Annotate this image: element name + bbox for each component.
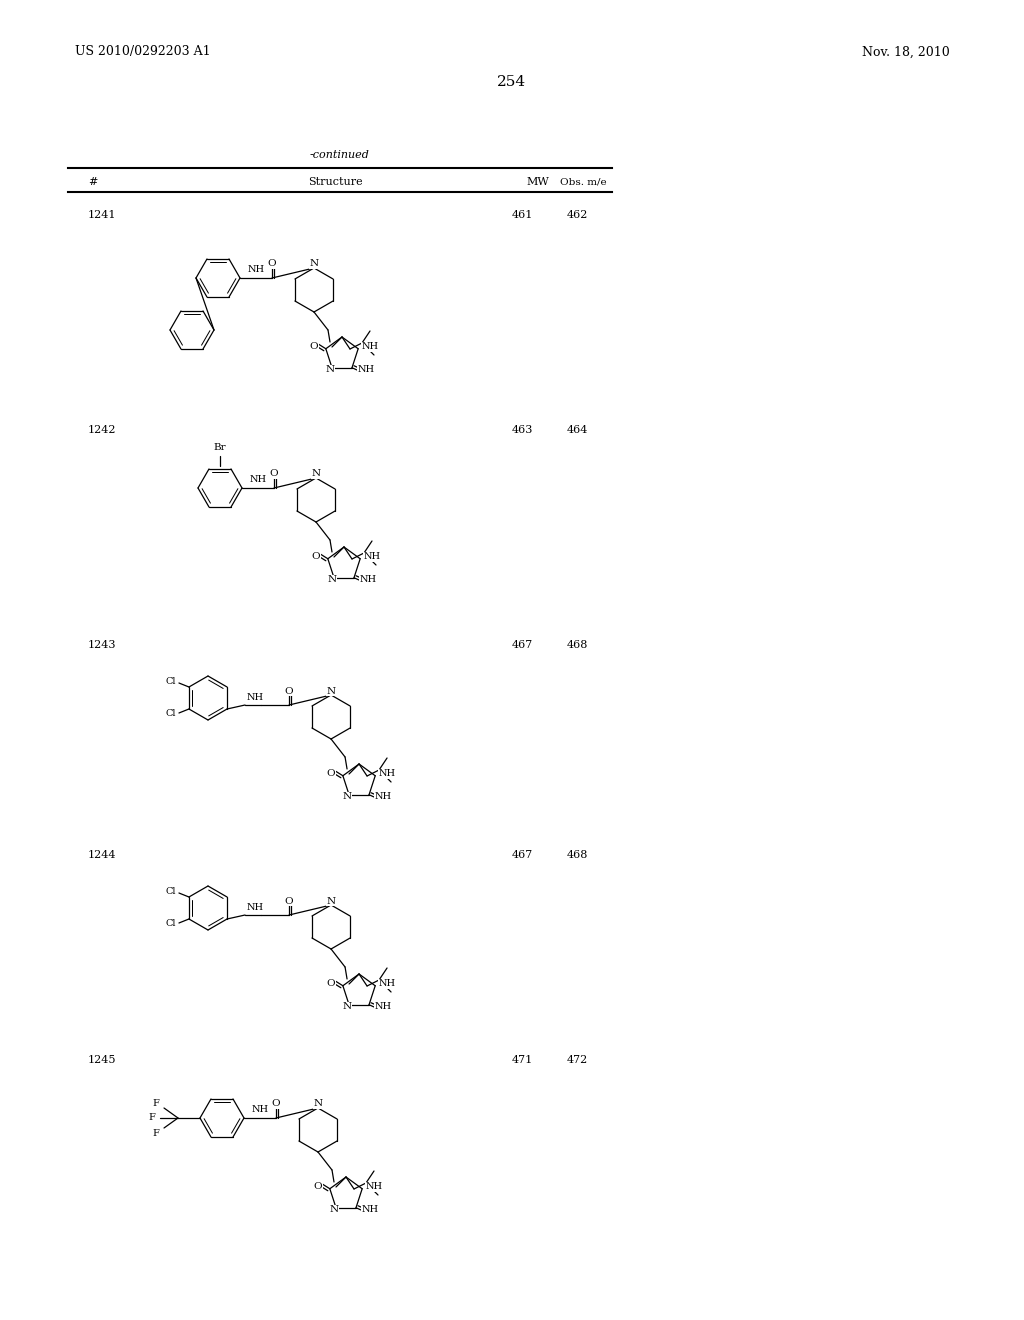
Text: NH: NH [375, 1002, 391, 1011]
Text: 1242: 1242 [88, 425, 117, 436]
Text: N: N [326, 366, 335, 375]
Text: Br: Br [214, 444, 226, 453]
Text: -continued: -continued [310, 150, 370, 160]
Text: N: N [311, 470, 321, 479]
Text: NH: NH [248, 265, 264, 275]
Text: O: O [267, 260, 276, 268]
Text: 468: 468 [566, 850, 588, 861]
Text: 1244: 1244 [88, 850, 117, 861]
Text: NH: NH [366, 1183, 383, 1191]
Text: F: F [153, 1129, 160, 1138]
Text: Cl: Cl [166, 887, 176, 896]
Text: NH: NH [375, 792, 391, 801]
Text: O: O [313, 1183, 323, 1191]
Text: 463: 463 [512, 425, 534, 436]
Text: O: O [271, 1100, 281, 1109]
Text: Structure: Structure [307, 177, 362, 187]
Text: 462: 462 [566, 210, 588, 220]
Text: F: F [153, 1098, 160, 1107]
Text: N: N [327, 896, 336, 906]
Text: O: O [327, 979, 335, 989]
Text: NH: NH [250, 475, 266, 484]
Text: NH: NH [361, 1205, 379, 1214]
Text: N: N [330, 1205, 339, 1214]
Text: NH: NH [379, 979, 396, 989]
Text: 471: 471 [512, 1055, 534, 1065]
Text: NH: NH [359, 576, 377, 585]
Text: #: # [88, 177, 97, 187]
Text: NH: NH [247, 693, 263, 701]
Text: 1241: 1241 [88, 210, 117, 220]
Text: O: O [269, 470, 279, 479]
Text: N: N [328, 576, 337, 585]
Text: US 2010/0292203 A1: US 2010/0292203 A1 [75, 45, 211, 58]
Text: O: O [285, 896, 293, 906]
Text: N: N [313, 1100, 323, 1109]
Text: MW: MW [526, 177, 549, 187]
Text: NH: NH [252, 1106, 268, 1114]
Text: 461: 461 [512, 210, 534, 220]
Text: 254: 254 [498, 75, 526, 88]
Text: Obs. m/e: Obs. m/e [560, 177, 606, 186]
Text: N: N [309, 260, 318, 268]
Text: 1245: 1245 [88, 1055, 117, 1065]
Text: O: O [311, 552, 321, 561]
Text: 467: 467 [512, 850, 534, 861]
Text: N: N [327, 686, 336, 696]
Text: 1243: 1243 [88, 640, 117, 649]
Text: F: F [148, 1114, 156, 1122]
Text: Cl: Cl [166, 710, 176, 718]
Text: NH: NH [379, 770, 396, 779]
Text: NH: NH [361, 342, 379, 351]
Text: Nov. 18, 2010: Nov. 18, 2010 [862, 45, 950, 58]
Text: 468: 468 [566, 640, 588, 649]
Text: 464: 464 [566, 425, 588, 436]
Text: Cl: Cl [166, 920, 176, 928]
Text: O: O [327, 770, 335, 779]
Text: NH: NH [364, 552, 381, 561]
Text: O: O [285, 686, 293, 696]
Text: 467: 467 [512, 640, 534, 649]
Text: N: N [342, 792, 351, 801]
Text: 472: 472 [566, 1055, 588, 1065]
Text: NH: NH [357, 366, 375, 375]
Text: O: O [309, 342, 318, 351]
Text: Cl: Cl [166, 677, 176, 686]
Text: NH: NH [247, 903, 263, 912]
Text: N: N [342, 1002, 351, 1011]
